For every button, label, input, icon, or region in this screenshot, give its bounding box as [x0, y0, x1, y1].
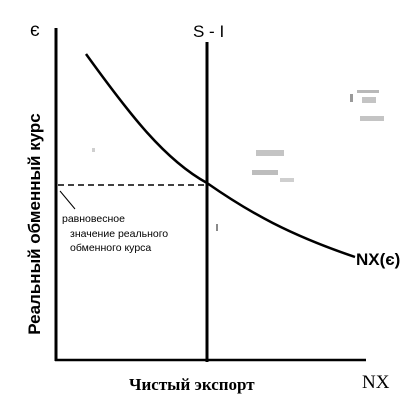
net-exports-curve: [84, 53, 356, 259]
x-axis-symbol: NX: [362, 372, 390, 393]
equilibrium-note-line-1: равновесное: [62, 213, 125, 225]
y-axis-label: Реальный обменный курс: [25, 113, 44, 335]
x-axis-label: Чистый экспорт: [129, 375, 255, 394]
equilibrium-note-line-3: обменного курса: [70, 242, 151, 254]
equilibrium-note: равновесное значение реального обменного…: [62, 213, 168, 254]
vertical-line-label: S - I: [193, 22, 224, 41]
y-axis-symbol: є: [30, 20, 40, 41]
curve-label: NX(є): [356, 250, 400, 269]
equilibrium-note-line-2: значение реального: [70, 228, 168, 240]
equilibrium-pointer: [59, 190, 76, 210]
scan-artifacts: [92, 90, 384, 231]
